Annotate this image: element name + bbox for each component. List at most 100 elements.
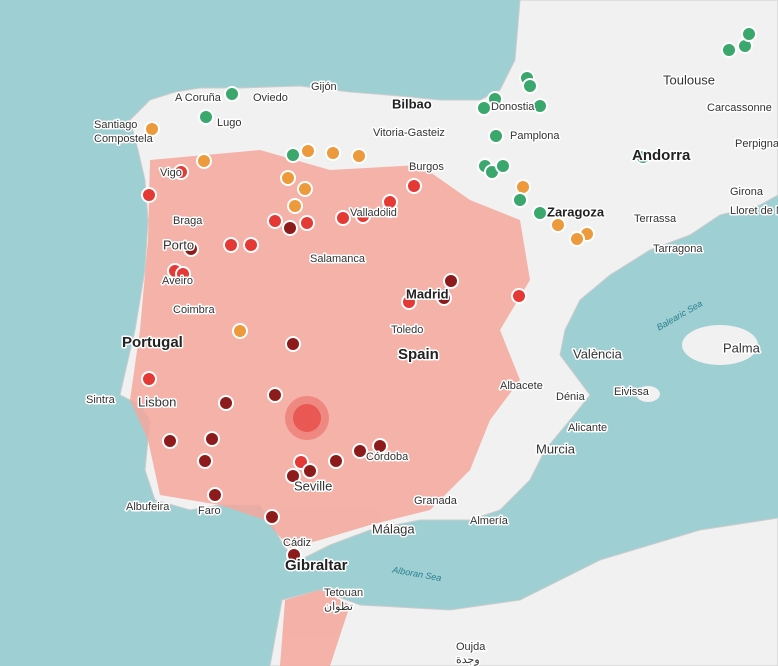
marker[interactable] <box>512 192 528 208</box>
marker[interactable] <box>532 98 548 114</box>
marker[interactable] <box>285 336 301 352</box>
place-label: Andorra <box>632 147 691 164</box>
marker[interactable] <box>267 213 283 229</box>
marker[interactable] <box>382 194 398 210</box>
place-label: Córdoba <box>366 451 409 463</box>
marker[interactable] <box>243 237 259 253</box>
marker[interactable] <box>351 148 367 164</box>
marker[interactable] <box>300 143 316 159</box>
place-label: Perpignan <box>735 138 778 150</box>
place-label: Faro <box>198 505 221 517</box>
marker[interactable] <box>285 468 301 484</box>
marker[interactable] <box>204 431 220 447</box>
place-label: Palma <box>723 340 761 355</box>
marker[interactable] <box>302 463 318 479</box>
place-label: Vitoria-Gasteiz <box>373 127 445 139</box>
place-label: Braga <box>173 215 203 227</box>
marker[interactable] <box>144 121 160 137</box>
marker[interactable] <box>196 153 212 169</box>
marker[interactable] <box>141 371 157 387</box>
place-label: Salamanca <box>310 253 366 265</box>
marker[interactable] <box>532 205 548 221</box>
marker[interactable] <box>328 453 344 469</box>
marker[interactable] <box>162 433 178 449</box>
place-label: Donostia <box>491 101 535 113</box>
marker[interactable] <box>198 109 214 125</box>
marker[interactable] <box>443 273 459 289</box>
place-label: Oviedo <box>253 92 288 104</box>
marker[interactable] <box>173 164 189 180</box>
place-label: Alicante <box>568 422 607 434</box>
place-label: Carcassonne <box>707 102 772 114</box>
place-label: Terrassa <box>634 213 677 225</box>
place-label: Tetouan <box>324 587 363 599</box>
marker[interactable] <box>232 323 248 339</box>
marker[interactable] <box>355 208 371 224</box>
marker[interactable] <box>515 179 531 195</box>
place-label: تطوان <box>324 601 353 613</box>
marker[interactable] <box>569 231 585 247</box>
marker[interactable] <box>285 147 301 163</box>
marker[interactable] <box>224 86 240 102</box>
island <box>636 386 660 402</box>
marker[interactable] <box>488 128 504 144</box>
place-label: Lloret de Mar <box>730 205 778 217</box>
marker[interactable] <box>280 170 296 186</box>
marker[interactable] <box>218 395 234 411</box>
marker[interactable] <box>335 210 351 226</box>
place-label: Murcia <box>536 441 576 456</box>
place-label: Albacete <box>500 380 543 392</box>
marker[interactable] <box>741 26 757 42</box>
marker[interactable] <box>207 487 223 503</box>
marker[interactable] <box>721 42 737 58</box>
place-label: A Coruña <box>175 92 222 104</box>
place-label: Girona <box>730 186 764 198</box>
marker[interactable] <box>635 149 651 165</box>
marker[interactable] <box>223 237 239 253</box>
place-label: Toledo <box>391 324 423 336</box>
place-label: Gijón <box>311 81 337 93</box>
marker[interactable] <box>487 91 503 107</box>
marker[interactable] <box>325 145 341 161</box>
place-label: Coimbra <box>173 304 215 316</box>
marker[interactable] <box>141 187 157 203</box>
place-label: Spain <box>398 346 439 363</box>
marker[interactable] <box>550 217 566 233</box>
marker[interactable] <box>297 181 313 197</box>
marker[interactable] <box>264 509 280 525</box>
place-label: Cádiz <box>283 537 311 549</box>
place-label: València <box>573 346 623 361</box>
place-label: Gibraltar <box>285 557 348 574</box>
marker[interactable] <box>183 241 199 257</box>
place-label: Seville <box>294 478 332 493</box>
marker[interactable] <box>286 547 302 563</box>
marker[interactable] <box>406 178 422 194</box>
place-label: Granada <box>414 495 458 507</box>
marker[interactable] <box>299 215 315 231</box>
marker[interactable] <box>267 387 283 403</box>
marker[interactable] <box>401 294 417 310</box>
marker[interactable] <box>511 288 527 304</box>
marker[interactable] <box>372 438 388 454</box>
marker[interactable] <box>436 290 452 306</box>
marker[interactable] <box>476 100 492 116</box>
marker[interactable] <box>522 78 538 94</box>
place-label: Tarragona <box>653 243 703 255</box>
marker[interactable] <box>352 443 368 459</box>
place-label: Oujda <box>456 641 486 653</box>
place-label: Santiago <box>94 119 137 131</box>
place-label: Pamplona <box>510 130 560 142</box>
place-label: Aveiro <box>162 275 193 287</box>
marker[interactable] <box>287 198 303 214</box>
place-label: Zaragoza <box>547 204 605 219</box>
marker[interactable] <box>175 266 191 282</box>
place-label: Lugo <box>217 117 241 129</box>
highlight <box>293 404 321 432</box>
place-label: Almería <box>470 515 509 527</box>
marker[interactable] <box>282 220 298 236</box>
marker[interactable] <box>495 158 511 174</box>
place-label: Málaga <box>372 521 415 536</box>
marker[interactable] <box>197 453 213 469</box>
place-label: Eivissa <box>614 386 650 398</box>
